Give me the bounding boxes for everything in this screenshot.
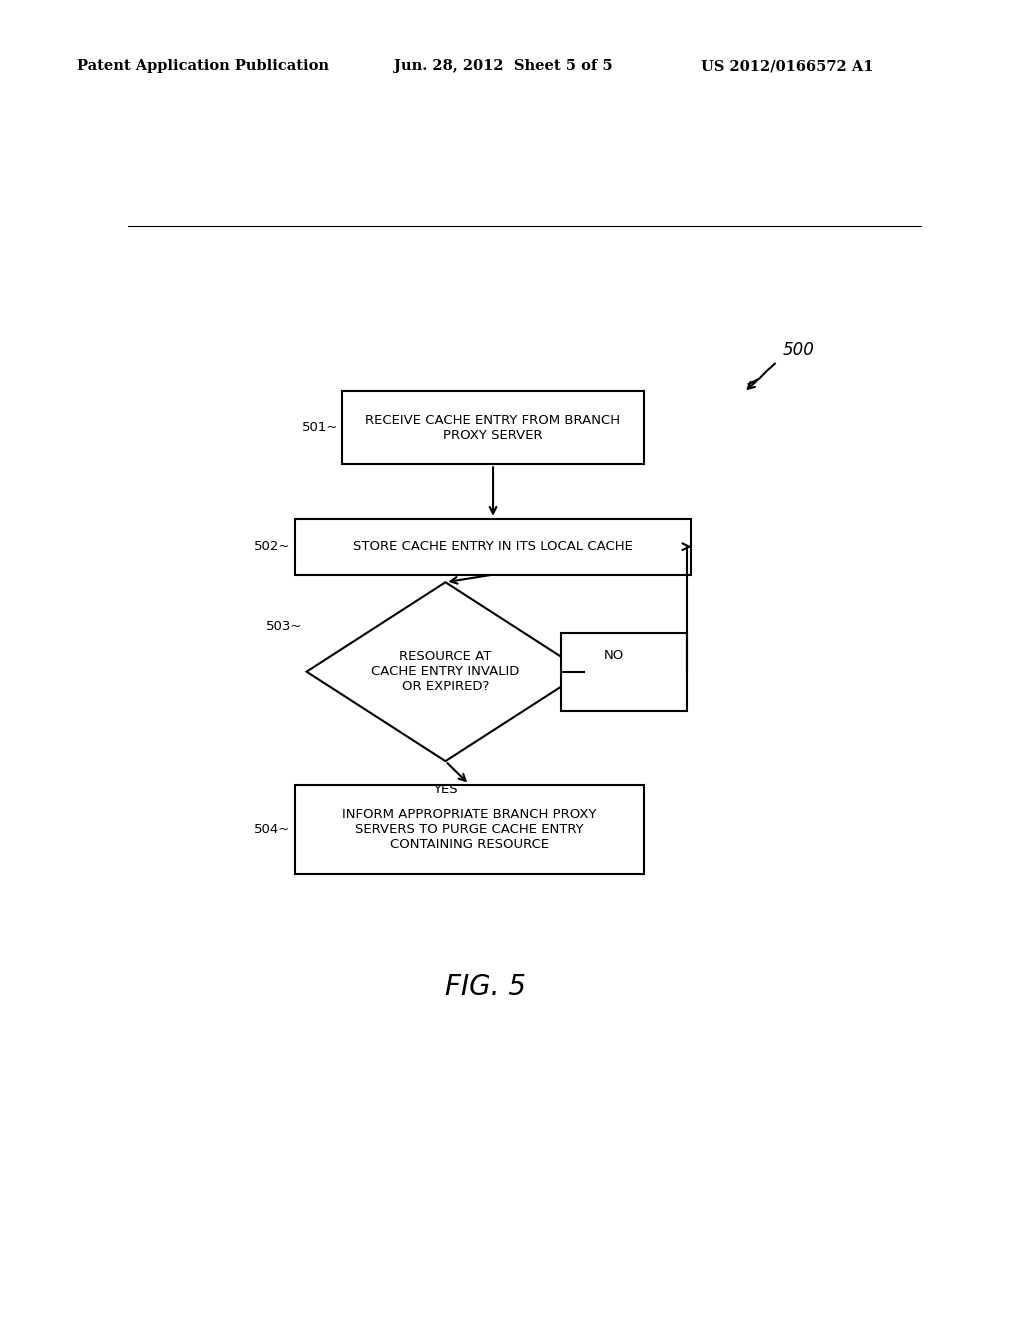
Text: INFORM APPROPRIATE BRANCH PROXY
SERVERS TO PURGE CACHE ENTRY
CONTAINING RESOURCE: INFORM APPROPRIATE BRANCH PROXY SERVERS … [342,808,597,850]
Text: YES: YES [433,784,458,796]
Text: Patent Application Publication: Patent Application Publication [77,59,329,74]
Bar [295,519,691,574]
Text: US 2012/0166572 A1: US 2012/0166572 A1 [701,59,873,74]
Text: Jun. 28, 2012  Sheet 5 of 5: Jun. 28, 2012 Sheet 5 of 5 [394,59,613,74]
Text: STORE CACHE ENTRY IN ITS LOCAL CACHE: STORE CACHE ENTRY IN ITS LOCAL CACHE [353,540,633,553]
Polygon shape [306,582,585,762]
Text: NO: NO [604,648,625,661]
Text: 500: 500 [782,341,815,359]
Bar [295,784,644,874]
Text: 501~: 501~ [302,421,338,434]
Text: FIG. 5: FIG. 5 [444,973,525,1001]
Bar [560,632,687,710]
Text: 503~: 503~ [266,620,303,634]
Text: 504~: 504~ [254,822,291,836]
Text: 502~: 502~ [254,540,291,553]
Bar [342,391,644,465]
Text: RESOURCE AT
CACHE ENTRY INVALID
OR EXPIRED?: RESOURCE AT CACHE ENTRY INVALID OR EXPIR… [372,651,519,693]
Text: RECEIVE CACHE ENTRY FROM BRANCH
PROXY SERVER: RECEIVE CACHE ENTRY FROM BRANCH PROXY SE… [366,413,621,442]
